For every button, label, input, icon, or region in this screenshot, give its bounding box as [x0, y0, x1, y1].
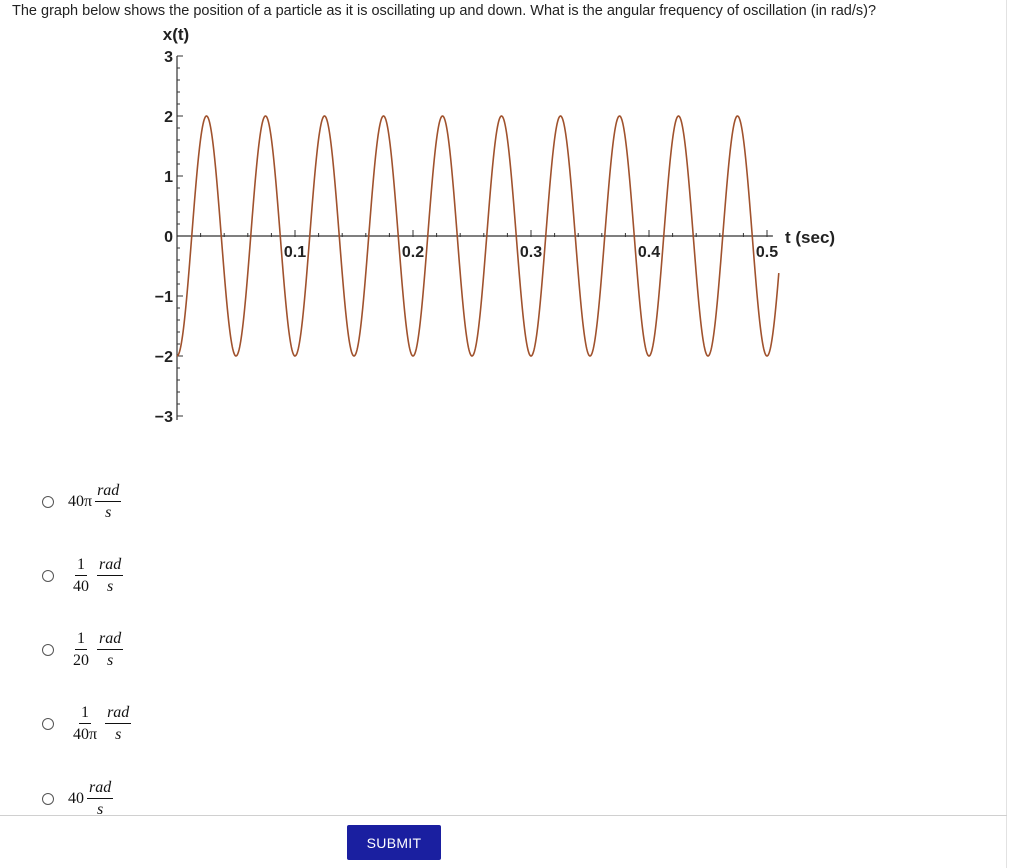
option-3-unit-denominator: s [107, 652, 114, 669]
option-2-unit-denominator: s [107, 578, 114, 595]
x-tick-label: 0.2 [402, 244, 424, 261]
option-4[interactable]: 1 40π rad s [42, 704, 134, 743]
radio-option-4[interactable] [42, 717, 54, 730]
radio-option-5[interactable] [42, 792, 54, 805]
option-4-numerator: 1 [79, 704, 92, 724]
option-1-unit-denominator: s [105, 504, 112, 521]
y-axis-label: x(t) [163, 25, 189, 44]
option-1-unit-numerator: rad [95, 482, 122, 502]
y-tick-label: −2 [155, 349, 173, 366]
x-axis-label: t (sec) [785, 228, 835, 247]
radio-option-3[interactable] [42, 643, 54, 656]
option-1-coefficient: 40π [68, 492, 93, 510]
x-tick-label: 0.5 [756, 244, 778, 261]
option-3-denominator: 20 [73, 652, 89, 669]
option-5[interactable]: 40 rad s [42, 779, 116, 818]
y-tick-label: 0 [164, 229, 173, 246]
radio-option-1[interactable] [42, 495, 54, 508]
option-2[interactable]: 1 40 rad s [42, 556, 126, 595]
y-tick-label: 1 [164, 169, 173, 186]
footer-divider [0, 815, 1007, 816]
option-5-unit-numerator: rad [87, 779, 114, 799]
y-tick-label: 2 [164, 109, 173, 126]
option-4-unit-numerator: rad [105, 704, 132, 724]
option-4-denominator: 40π [73, 726, 98, 743]
x-tick-label: 0.3 [520, 244, 542, 261]
option-2-numerator: 1 [75, 556, 87, 576]
position-curve [176, 115, 780, 357]
option-3-numerator: 1 [75, 630, 87, 650]
y-tick-label: 3 [164, 49, 173, 66]
x-tick-label: 0.4 [638, 244, 660, 261]
y-tick-label: −1 [155, 289, 173, 306]
submit-button[interactable]: SUBMIT [347, 825, 441, 860]
question-text: The graph below shows the position of a … [12, 3, 877, 19]
option-3[interactable]: 1 20 rad s [42, 630, 126, 669]
oscillation-chart: 0.1 0.2 0.3 0.4 0.5 3 2 1 0 −1 −2 −3 x(t) t (sec) [155, 25, 835, 426]
option-3-unit-numerator: rad [97, 630, 124, 650]
option-1[interactable]: 40π rad s [42, 482, 124, 521]
radio-option-2[interactable] [42, 569, 54, 582]
option-5-unit-denominator: s [97, 801, 104, 818]
panel-edge [1006, 0, 1007, 868]
option-2-denominator: 40 [73, 578, 89, 595]
y-tick-label: −3 [155, 409, 173, 426]
option-5-coefficient: 40 [68, 789, 84, 807]
option-4-unit-denominator: s [115, 726, 122, 743]
option-2-unit-numerator: rad [97, 556, 124, 576]
x-tick-label: 0.1 [284, 244, 306, 261]
